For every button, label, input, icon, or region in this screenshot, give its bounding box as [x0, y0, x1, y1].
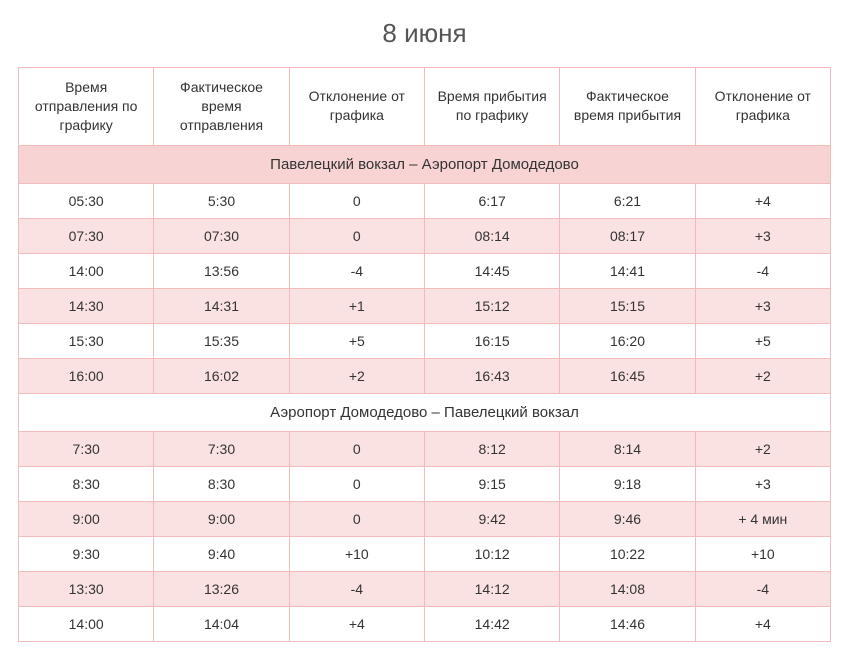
- table-row: 14:3014:31+115:1215:15+3: [19, 288, 831, 323]
- table-cell: +4: [289, 606, 424, 641]
- table-cell: 14:46: [560, 606, 695, 641]
- table-cell: +4: [695, 183, 830, 218]
- table-cell: 13:30: [19, 571, 154, 606]
- table-cell: -4: [695, 253, 830, 288]
- table-cell: 6:17: [424, 183, 559, 218]
- table-cell: +3: [695, 466, 830, 501]
- table-row: 14:0014:04+414:4214:46+4: [19, 606, 831, 641]
- table-cell: 7:30: [19, 431, 154, 466]
- table-cell: 16:02: [154, 358, 289, 393]
- table-cell: 13:56: [154, 253, 289, 288]
- table-cell: 9:18: [560, 466, 695, 501]
- table-cell: 10:12: [424, 536, 559, 571]
- table-cell: +2: [695, 358, 830, 393]
- table-cell: 0: [289, 218, 424, 253]
- table-row: 7:307:3008:128:14+2: [19, 431, 831, 466]
- header-row: Время отправления по графику Фактическое…: [19, 68, 831, 146]
- table-cell: 9:46: [560, 501, 695, 536]
- col-header: Время отправления по графику: [19, 68, 154, 146]
- table-cell: 16:00: [19, 358, 154, 393]
- table-cell: 0: [289, 183, 424, 218]
- table-cell: 15:15: [560, 288, 695, 323]
- table-cell: 14:41: [560, 253, 695, 288]
- table-cell: 14:30: [19, 288, 154, 323]
- table-cell: 0: [289, 501, 424, 536]
- table-cell: -4: [695, 571, 830, 606]
- table-row: 8:308:3009:159:18+3: [19, 466, 831, 501]
- table-cell: 6:21: [560, 183, 695, 218]
- table-cell: 9:40: [154, 536, 289, 571]
- table-cell: +2: [289, 358, 424, 393]
- table-cell: 0: [289, 466, 424, 501]
- table-cell: 14:00: [19, 606, 154, 641]
- page-title: 8 июня: [18, 18, 831, 49]
- table-row: 13:3013:26-414:1214:08-4: [19, 571, 831, 606]
- table-cell: 9:42: [424, 501, 559, 536]
- table-row: 07:3007:30008:1408:17+3: [19, 218, 831, 253]
- table-cell: +1: [289, 288, 424, 323]
- section-row: Аэропорт Домодедово – Павелецкий вокзал: [19, 393, 831, 431]
- table-row: 14:0013:56-414:4514:41-4: [19, 253, 831, 288]
- table-cell: 14:08: [560, 571, 695, 606]
- table-row: 15:3015:35+516:1516:20+5: [19, 323, 831, 358]
- table-cell: -4: [289, 253, 424, 288]
- table-cell: +2: [695, 431, 830, 466]
- table-cell: 0: [289, 431, 424, 466]
- col-header: Фактическое время прибытия: [560, 68, 695, 146]
- table-cell: 05:30: [19, 183, 154, 218]
- table-cell: 5:30: [154, 183, 289, 218]
- table-cell: 14:42: [424, 606, 559, 641]
- table-cell: +3: [695, 218, 830, 253]
- table-cell: 8:30: [19, 466, 154, 501]
- table-cell: 15:12: [424, 288, 559, 323]
- table-cell: 14:00: [19, 253, 154, 288]
- table-row: 16:0016:02+216:4316:45+2: [19, 358, 831, 393]
- table-cell: 7:30: [154, 431, 289, 466]
- table-cell: 14:31: [154, 288, 289, 323]
- table-cell: -4: [289, 571, 424, 606]
- section-label: Павелецкий вокзал – Аэропорт Домодедово: [19, 145, 831, 183]
- table-cell: 10:22: [560, 536, 695, 571]
- table-cell: 08:14: [424, 218, 559, 253]
- table-cell: +4: [695, 606, 830, 641]
- table-cell: 08:17: [560, 218, 695, 253]
- table-cell: 9:00: [154, 501, 289, 536]
- table-cell: 15:35: [154, 323, 289, 358]
- table-cell: 13:26: [154, 571, 289, 606]
- table-cell: 8:14: [560, 431, 695, 466]
- table-cell: 14:12: [424, 571, 559, 606]
- table-row: 9:009:0009:429:46+ 4 мин: [19, 501, 831, 536]
- section-label: Аэропорт Домодедово – Павелецкий вокзал: [19, 393, 831, 431]
- section-row: Павелецкий вокзал – Аэропорт Домодедово: [19, 145, 831, 183]
- table-cell: +3: [695, 288, 830, 323]
- table-cell: 16:20: [560, 323, 695, 358]
- col-header: Фактическое время отправления: [154, 68, 289, 146]
- table-row: 05:305:3006:176:21+4: [19, 183, 831, 218]
- table-cell: 07:30: [19, 218, 154, 253]
- table-cell: 9:30: [19, 536, 154, 571]
- table-cell: 14:04: [154, 606, 289, 641]
- table-cell: 15:30: [19, 323, 154, 358]
- col-header: Время прибытия по графику: [424, 68, 559, 146]
- table-cell: 16:15: [424, 323, 559, 358]
- table-cell: 9:15: [424, 466, 559, 501]
- schedule-table: Время отправления по графику Фактическое…: [18, 67, 831, 642]
- col-header: Отклонение от графика: [289, 68, 424, 146]
- table-cell: 8:12: [424, 431, 559, 466]
- table-row: 9:309:40+1010:1210:22+10: [19, 536, 831, 571]
- table-cell: +5: [695, 323, 830, 358]
- table-cell: +10: [289, 536, 424, 571]
- col-header: Отклонение от графика: [695, 68, 830, 146]
- table-cell: 16:43: [424, 358, 559, 393]
- table-cell: 8:30: [154, 466, 289, 501]
- table-cell: 9:00: [19, 501, 154, 536]
- table-cell: +5: [289, 323, 424, 358]
- table-cell: + 4 мин: [695, 501, 830, 536]
- table-cell: 14:45: [424, 253, 559, 288]
- table-cell: 16:45: [560, 358, 695, 393]
- table-cell: +10: [695, 536, 830, 571]
- table-cell: 07:30: [154, 218, 289, 253]
